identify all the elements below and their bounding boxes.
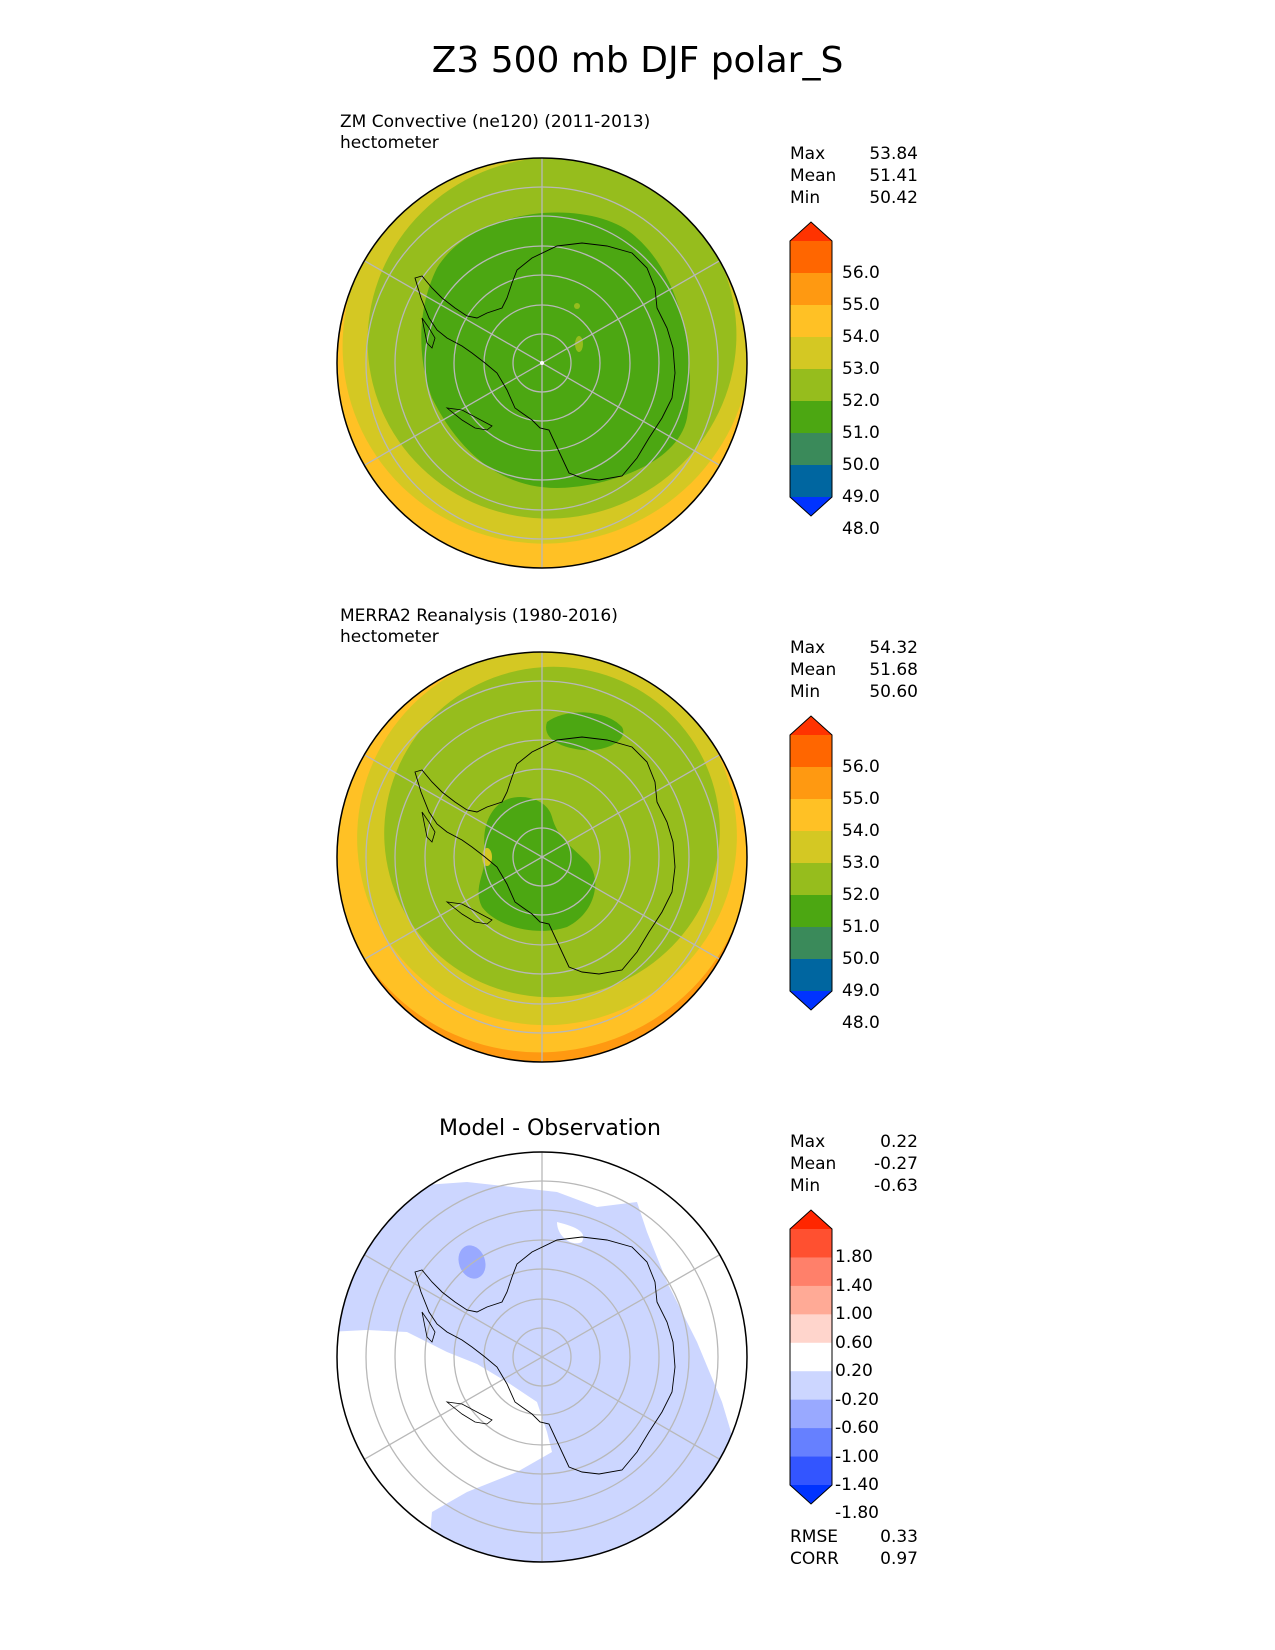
colorbar-segment bbox=[790, 305, 832, 338]
colorbar-segment bbox=[790, 1371, 832, 1401]
colorbar-segment bbox=[790, 1428, 832, 1458]
colorbar-tick-label: 0.20 bbox=[835, 1361, 873, 1382]
colorbar-tick-label: 1.40 bbox=[835, 1275, 873, 1296]
colorbar-tick-label: -1.00 bbox=[835, 1446, 879, 1467]
colorbar-tick-label: 55.0 bbox=[842, 789, 880, 809]
panel1-map bbox=[336, 157, 748, 569]
figure-title: Z3 500 mb DJF polar_S bbox=[431, 40, 844, 81]
colorbar-tick-label: -1.40 bbox=[835, 1475, 879, 1495]
colorbar-outline bbox=[789, 715, 833, 1011]
colorbar-tick-label: -0.20 bbox=[835, 1389, 879, 1410]
colorbar-tick-label: 54.0 bbox=[842, 327, 880, 347]
colorbar-segment bbox=[790, 401, 832, 434]
panel1-title: ZM Convective (ne120) (2011-2013) bbox=[340, 112, 651, 132]
colorbar-outline bbox=[789, 221, 833, 517]
colorbar-tick-label: 56.0 bbox=[842, 263, 880, 283]
panel3-colorbar bbox=[789, 1209, 833, 1505]
colorbar-extend-top bbox=[790, 1210, 832, 1229]
colorbar-tick-label: 0.60 bbox=[835, 1332, 873, 1353]
colorbar-extend-top bbox=[790, 222, 832, 241]
panel1-colorbar bbox=[789, 221, 833, 517]
colorbar-segment bbox=[790, 863, 832, 896]
colorbar-tick-label: 1.80 bbox=[835, 1247, 873, 1268]
colorbar-segment bbox=[790, 927, 832, 960]
colorbar-segment bbox=[790, 465, 832, 498]
colorbar-segment bbox=[790, 241, 832, 274]
colorbar-extend-bottom bbox=[790, 497, 832, 516]
colorbar-segment bbox=[790, 1456, 832, 1486]
colorbar-tick-label: 1.00 bbox=[835, 1304, 873, 1325]
antarctica-coastline bbox=[414, 242, 676, 481]
panel3-title: Model - Observation bbox=[439, 1116, 661, 1141]
colorbar-tick-label: 49.0 bbox=[842, 487, 880, 507]
colorbar-extend-bottom bbox=[790, 991, 832, 1010]
panel2-units: hectometer bbox=[340, 627, 439, 647]
colorbar-segment bbox=[790, 895, 832, 928]
colorbar-tick-label: 49.0 bbox=[842, 981, 880, 1001]
colorbar-tick-label: 50.0 bbox=[842, 949, 880, 969]
colorbar-segment bbox=[790, 1229, 832, 1258]
colorbar-segment bbox=[790, 831, 832, 864]
colorbar-segment bbox=[790, 1399, 832, 1429]
colorbar-segment bbox=[790, 735, 832, 768]
panel3-map bbox=[336, 1151, 748, 1563]
panel2-map bbox=[336, 651, 748, 1063]
colorbar-tick-label: 51.0 bbox=[842, 917, 880, 937]
colorbar-tick-label: 51.0 bbox=[842, 423, 880, 443]
colorbar-tick-label: 52.0 bbox=[842, 391, 880, 411]
colorbar-extend-top bbox=[790, 716, 832, 735]
colorbar-segment bbox=[790, 1314, 832, 1344]
colorbar-segment bbox=[790, 433, 832, 466]
panel2-colorbar bbox=[789, 715, 833, 1011]
colorbar-tick-label: 55.0 bbox=[842, 295, 880, 315]
colorbar-segment bbox=[790, 1285, 832, 1315]
colorbar-segment bbox=[790, 959, 832, 992]
panel1-units: hectometer bbox=[340, 133, 439, 153]
colorbar-segment bbox=[790, 767, 832, 800]
colorbar-segment bbox=[790, 1342, 832, 1372]
colorbar-segment bbox=[790, 1257, 832, 1287]
colorbar-tick-label: -0.60 bbox=[835, 1418, 879, 1439]
colorbar-tick-label: 56.0 bbox=[842, 757, 880, 777]
colorbar-tick-label: 50.0 bbox=[842, 455, 880, 475]
colorbar-tick-label: 54.0 bbox=[842, 821, 880, 841]
colorbar-segment bbox=[790, 369, 832, 402]
colorbar-tick-label: -1.80 bbox=[835, 1503, 879, 1524]
colorbar-segment bbox=[790, 337, 832, 370]
colorbar-segment bbox=[790, 273, 832, 306]
colorbar-segment bbox=[790, 799, 832, 832]
colorbar-outline bbox=[789, 1209, 833, 1505]
colorbar-tick-label: 48.0 bbox=[842, 519, 880, 539]
colorbar-tick-label: 48.0 bbox=[842, 1013, 880, 1033]
colorbar-tick-label: 53.0 bbox=[842, 359, 880, 379]
colorbar-tick-label: 52.0 bbox=[842, 885, 880, 905]
colorbar-tick-label: 53.0 bbox=[842, 853, 880, 873]
panel2-title: MERRA2 Reanalysis (1980-2016) bbox=[340, 606, 618, 626]
colorbar-extend-bottom bbox=[790, 1485, 832, 1504]
